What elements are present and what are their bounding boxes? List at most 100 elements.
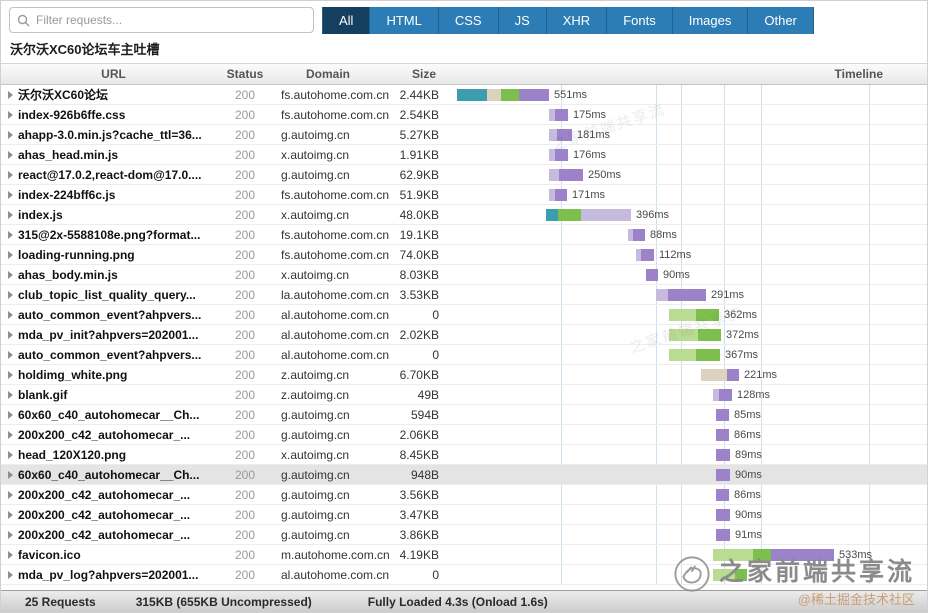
tab-js[interactable]: JS	[498, 6, 547, 34]
expand-arrow-icon[interactable]	[8, 550, 13, 559]
column-header-domain[interactable]: Domain	[305, 67, 350, 81]
expand-arrow-icon[interactable]	[8, 530, 13, 539]
status-cell: 200	[234, 367, 256, 382]
tab-css[interactable]: CSS	[438, 6, 499, 34]
expand-arrow-icon[interactable]	[8, 150, 13, 159]
waterfall-bar[interactable]	[546, 209, 631, 221]
url-cell: blank.gif	[1, 388, 226, 402]
waterfall-bar[interactable]	[656, 289, 706, 301]
request-row[interactable]: holdimg_white.png 200 z.autoimg.cn 6.70KB 22…	[1, 365, 927, 385]
tab-fonts[interactable]: Fonts	[607, 6, 673, 34]
expand-arrow-icon[interactable]	[8, 470, 13, 479]
url-cell: 200x200_c42_autohomecar_...	[1, 488, 226, 502]
waterfall-bar[interactable]	[669, 309, 719, 321]
expand-arrow-icon[interactable]	[8, 290, 13, 299]
waterfall-bar[interactable]	[716, 409, 729, 421]
tab-html[interactable]: HTML	[370, 6, 439, 34]
waterfall-bar[interactable]	[713, 569, 747, 581]
request-row[interactable]: blank.gif 200 z.autoimg.cn 49B 128ms	[1, 385, 927, 405]
request-row[interactable]: 200x200_c42_autohomecar_... 200 g.autoimg.…	[1, 505, 927, 525]
request-row[interactable]: head_120X120.png 200 x.autoimg.cn 8.45KB 89m…	[1, 445, 927, 465]
column-header-url[interactable]: URL	[101, 67, 126, 81]
tab-xhr[interactable]: XHR	[546, 6, 608, 34]
waterfall-bar[interactable]	[669, 349, 720, 361]
expand-arrow-icon[interactable]	[8, 310, 13, 319]
expand-arrow-icon[interactable]	[8, 430, 13, 439]
table-header: URL Status Domain Size Timeline	[1, 63, 927, 85]
request-row[interactable]: 200x200_c42_autohomecar_... 200 g.autoimg.…	[1, 425, 927, 445]
waterfall-bar[interactable]	[646, 269, 658, 281]
url-cell: 沃尔沃XC60论坛	[1, 86, 226, 103]
request-row[interactable]: club_topic_list_quality_query... 200 la.au…	[1, 285, 927, 305]
expand-arrow-icon[interactable]	[8, 230, 13, 239]
request-row[interactable]: loading-running.png 200 fs.autohome.com.cn…	[1, 245, 927, 265]
waterfall-bar[interactable]	[457, 89, 549, 101]
waterfall-bar[interactable]	[549, 169, 583, 181]
request-row[interactable]: mda_pv_init?ahpvers=202001... 200 al.autoh…	[1, 325, 927, 345]
column-header-timeline[interactable]: Timeline	[834, 67, 883, 81]
request-row[interactable]: auto_common_event?ahpvers... 200 al.autoho…	[1, 305, 927, 325]
domain-cell: m.autohome.com.cn	[281, 547, 390, 562]
tab-other[interactable]: Other	[748, 6, 814, 34]
expand-arrow-icon[interactable]	[8, 110, 13, 119]
request-row[interactable]: index-224bff6c.js 200 fs.autohome.com.cn 51…	[1, 185, 927, 205]
waterfall-bar[interactable]	[713, 389, 732, 401]
request-row[interactable]: ahas_head.min.js 200 x.autoimg.cn 1.91KB 176…	[1, 145, 927, 165]
expand-arrow-icon[interactable]	[8, 190, 13, 199]
waterfall-bar[interactable]	[713, 549, 834, 561]
filter-requests-input[interactable]	[36, 13, 306, 27]
expand-arrow-icon[interactable]	[8, 370, 13, 379]
expand-arrow-icon[interactable]	[8, 410, 13, 419]
expand-arrow-icon[interactable]	[8, 450, 13, 459]
expand-arrow-icon[interactable]	[8, 350, 13, 359]
timeline-gridline	[761, 85, 762, 585]
waterfall-bar[interactable]	[716, 449, 730, 461]
request-row[interactable]: 沃尔沃XC60论坛 200 fs.autohome.com.cn 2.44KB 551m…	[1, 85, 927, 105]
request-row[interactable]: 315@2x-5588108e.png?format... 200 fs.autoh…	[1, 225, 927, 245]
expand-arrow-icon[interactable]	[8, 490, 13, 499]
expand-arrow-icon[interactable]	[8, 250, 13, 259]
expand-arrow-icon[interactable]	[8, 390, 13, 399]
waterfall-bar[interactable]	[549, 149, 568, 161]
waterfall-bar[interactable]	[669, 329, 721, 341]
expand-arrow-icon[interactable]	[8, 130, 13, 139]
expand-arrow-icon[interactable]	[8, 330, 13, 339]
expand-arrow-icon[interactable]	[8, 510, 13, 519]
expand-arrow-icon[interactable]	[8, 270, 13, 279]
request-row[interactable]: mda_pv_log?ahpvers=202001... 200 al.autoho…	[1, 565, 927, 585]
waterfall-bar[interactable]	[549, 109, 568, 121]
waterfall-bar[interactable]	[716, 529, 730, 541]
request-row[interactable]: auto_common_event?ahpvers... 200 al.autoho…	[1, 345, 927, 365]
bar-segment-purple	[555, 189, 567, 201]
request-row[interactable]: ahapp-3.0.min.js?cache_ttl=36... 200 g.aut…	[1, 125, 927, 145]
request-row[interactable]: 60x60_c40_autohomecar__Ch... 200 g.autoimg…	[1, 465, 927, 485]
waterfall-bar[interactable]	[549, 189, 567, 201]
request-row[interactable]: favicon.ico 200 m.autohome.com.cn 4.19KB 533…	[1, 545, 927, 565]
tab-images[interactable]: Images	[672, 6, 749, 34]
waterfall-bar[interactable]	[549, 129, 572, 141]
request-row[interactable]: 60x60_c40_autohomecar__Ch... 200 g.autoimg…	[1, 405, 927, 425]
waterfall-bar[interactable]	[716, 469, 730, 481]
status-cell: 200	[234, 267, 256, 282]
waterfall-bar[interactable]	[701, 369, 739, 381]
expand-arrow-icon[interactable]	[8, 90, 13, 99]
expand-arrow-icon[interactable]	[8, 210, 13, 219]
waterfall-bar[interactable]	[628, 229, 645, 241]
waterfall-bar[interactable]	[716, 489, 729, 501]
request-row[interactable]: index-926b6ffe.css 200 fs.autohome.com.cn 2…	[1, 105, 927, 125]
request-row[interactable]: 200x200_c42_autohomecar_... 200 g.autoimg.…	[1, 525, 927, 545]
column-header-status[interactable]: Status	[226, 67, 264, 81]
waterfall-bar[interactable]	[636, 249, 654, 261]
size-cell: 5.27KB	[399, 127, 439, 142]
expand-arrow-icon[interactable]	[8, 170, 13, 179]
waterfall-bar[interactable]	[716, 509, 730, 521]
request-row[interactable]: react@17.0.2,react-dom@17.0.... 200 g.auto…	[1, 165, 927, 185]
request-row[interactable]: 200x200_c42_autohomecar_... 200 g.autoimg.…	[1, 485, 927, 505]
column-header-size[interactable]: Size	[411, 67, 436, 81]
waterfall-bar[interactable]	[716, 429, 729, 441]
expand-arrow-icon[interactable]	[8, 570, 13, 579]
request-row[interactable]: index.js 200 x.autoimg.cn 48.0KB 396ms	[1, 205, 927, 225]
filter-requests-box	[9, 7, 314, 33]
request-row[interactable]: ahas_body.min.js 200 x.autoimg.cn 8.03KB 90m…	[1, 265, 927, 285]
tab-all[interactable]: All	[322, 6, 371, 34]
